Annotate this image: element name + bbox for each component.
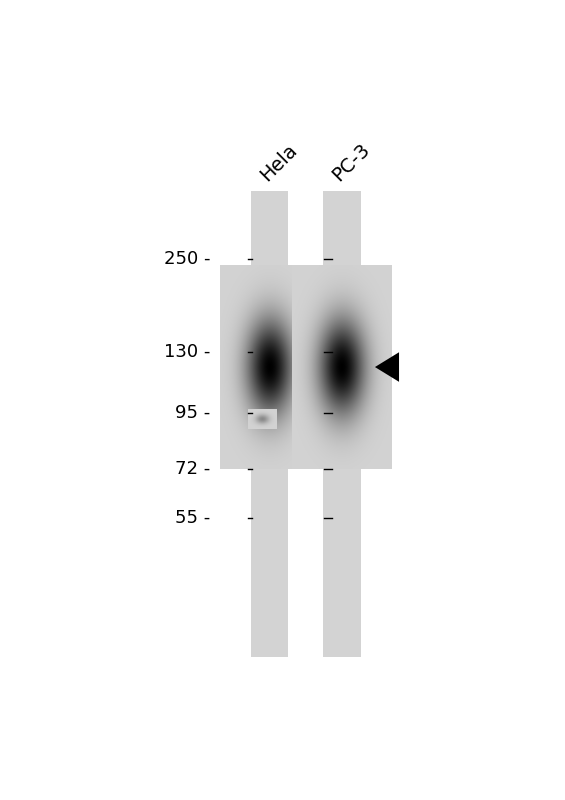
Text: 95 -: 95 - (176, 404, 211, 422)
Text: 250 -: 250 - (164, 250, 211, 268)
Bar (251, 191, 289, 657)
Text: 130 -: 130 - (164, 342, 211, 361)
Text: 55 -: 55 - (176, 509, 211, 527)
Bar (324, 191, 360, 657)
Text: PC-3: PC-3 (329, 140, 374, 186)
Polygon shape (375, 352, 399, 382)
Text: Hela: Hela (257, 141, 301, 186)
Text: 72 -: 72 - (176, 460, 211, 478)
